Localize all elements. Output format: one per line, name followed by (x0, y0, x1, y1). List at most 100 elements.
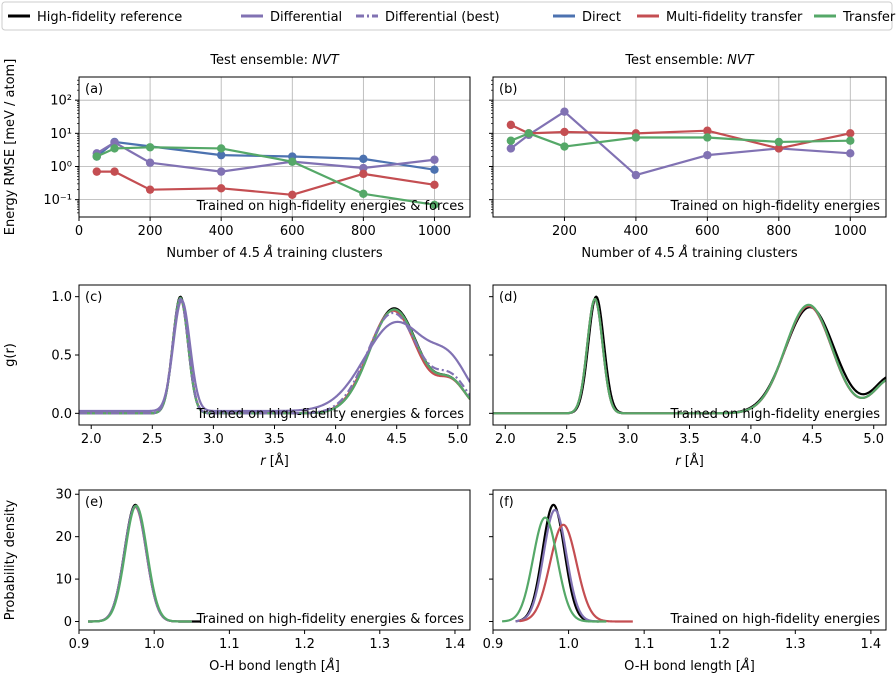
xtick-label: 2.5 (556, 432, 577, 447)
data-point-direct (430, 165, 439, 174)
series-line-multi-fidelity (518, 523, 634, 623)
x-axis-label: O-H bond length [Å] (209, 658, 340, 674)
panel-f: 0.9 1.0 1.1 1.2 1.3 1.4 (f) Trained on high-fid… (483, 489, 887, 674)
x-axis-label-unit: Å (740, 658, 750, 674)
data-point-differential (703, 150, 712, 160)
legend: High-fidelity reference Differential Diffe… (1, 1, 896, 31)
axes-frame (492, 76, 887, 218)
annotation: Trained on high-fidelity energies & forc… (196, 199, 465, 214)
series-line-transfer (501, 516, 608, 623)
axes-frame (492, 284, 887, 426)
xtick-label: 5.0 (447, 432, 468, 447)
series-line-reference (87, 503, 202, 623)
x-axis-label-suffix: training clusters (273, 246, 383, 261)
series-line-differential-best (79, 297, 470, 415)
ytick-label: 0 (64, 615, 72, 630)
x-axis-label: Number of 4.5 Å training clusters (166, 245, 383, 261)
x-axis-label-symbol: r (675, 454, 682, 469)
data-point-transfer (703, 133, 712, 142)
panel-d: 2.0 2.5 3.0 3.5 4.0 4.5 5.0 (d) Trained on high-… (489, 284, 887, 469)
legend-frame (1, 1, 893, 31)
data-point-transfer (846, 136, 855, 145)
data-point-multi-fidelity (92, 167, 101, 176)
panel-label: (a) (85, 82, 103, 97)
series-line-transfer (79, 296, 470, 415)
x-axis-label-symbol: r (260, 454, 267, 469)
panel-label: (d) (499, 290, 517, 305)
legend-label: Direct (582, 10, 621, 25)
data-point-transfer (430, 200, 439, 209)
xtick-label: 2.0 (495, 432, 516, 447)
x-axis-label-prefix: Number of 4.5 (581, 246, 679, 261)
series-line-differential (493, 297, 886, 415)
xtick-label: 600 (695, 224, 720, 239)
legend-label: Transfer (842, 10, 896, 25)
panel-title: Test ensemble: NVT (624, 53, 754, 68)
series-group (501, 503, 634, 623)
xtick-label: 5.0 (863, 432, 884, 447)
xtick-label: 600 (280, 224, 305, 239)
data-point-differential (145, 158, 155, 167)
series-line-reference (493, 295, 886, 415)
ytick-label: 1.0 (51, 290, 72, 305)
series-line-multi-fidelity (79, 297, 470, 415)
data-point-multi-fidelity (703, 126, 712, 135)
xtick-label: 1.1 (219, 637, 240, 652)
panel-title-prefix: Test ensemble: (624, 53, 727, 68)
axes-frame (78, 76, 471, 218)
data-point-differential (631, 170, 641, 180)
panels: 0 200 400 600 800 100010⁻¹10⁰10¹10²(a)Trained… (3, 53, 887, 674)
data-point-multi-fidelity (506, 120, 516, 130)
axes-frame (78, 284, 471, 426)
panel-label: (c) (85, 290, 102, 305)
data-point-differential (506, 144, 516, 153)
data-point-differential (430, 155, 439, 164)
data-point-transfer (560, 142, 569, 151)
x-axis-label-suffix: [Å] (681, 453, 704, 469)
data-point-multi-fidelity (774, 144, 784, 153)
series-line-differential (514, 508, 600, 623)
data-point-transfer (506, 136, 516, 145)
data-point-multi-fidelity (846, 129, 855, 138)
series-line-transfer (87, 504, 193, 623)
data-point-multi-fidelity (430, 180, 439, 190)
ytick-label: 10¹ (50, 127, 72, 142)
series-line-differential (79, 299, 470, 413)
xtick-label: 0.9 (69, 637, 90, 652)
data-point-transfer (288, 157, 297, 166)
xtick-label: 1.0 (144, 637, 165, 652)
legend-label: Multi-fidelity transfer (666, 10, 803, 25)
data-point-differential (560, 107, 569, 116)
data-point-transfer (92, 152, 101, 161)
data-point-transfer (774, 137, 784, 147)
xtick-label: 2.0 (81, 432, 102, 447)
ytick-label: 0.5 (51, 349, 72, 364)
panel-label: (e) (85, 495, 103, 510)
xtick-label: 1.3 (785, 637, 806, 652)
x-axis-label: O-H bond length [Å] (624, 658, 755, 674)
xtick-label: 200 (552, 224, 577, 239)
data-point-direct (216, 150, 226, 160)
data-point-multi-fidelity (288, 190, 297, 200)
annotation: Trained on high-fidelity energies (669, 407, 880, 422)
xtick-label: 200 (138, 224, 163, 239)
axes-frame (78, 489, 471, 631)
xtick-label: 1000 (834, 224, 867, 239)
y-axis-label: g(r) (3, 343, 18, 367)
xtick-label: 1.1 (634, 637, 655, 652)
x-axis-label-unit: Å (263, 245, 273, 261)
panel-label: (f) (499, 495, 514, 510)
x-axis-label-unit: Å (325, 658, 335, 674)
x-axis-label-unit: Å (678, 245, 688, 261)
data-point-multi-fidelity (216, 184, 226, 193)
series-line-multi-fidelity (493, 297, 886, 415)
series-line-transfer (493, 297, 886, 415)
xtick-label: 1.0 (558, 637, 579, 652)
series-group (506, 107, 855, 180)
x-axis-label-suffix: ] (335, 659, 340, 674)
data-point-differential (846, 149, 855, 158)
annotation: Trained on high-fidelity energies (669, 612, 880, 627)
xtick-label: 1.4 (445, 637, 466, 652)
panel-a: 0 200 400 600 800 1000 10⁻¹ 10⁰ 10¹ 10² (a) Trained… (3, 53, 471, 261)
data-point-transfer (524, 129, 533, 138)
